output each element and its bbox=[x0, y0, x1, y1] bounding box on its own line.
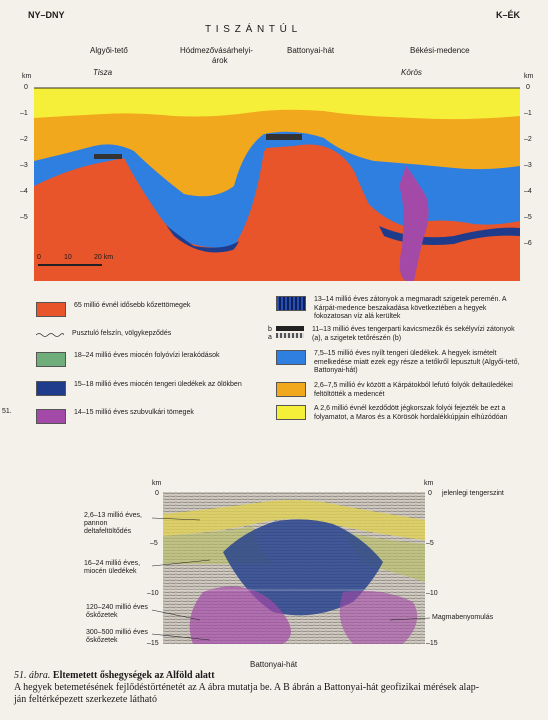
b-tick-left-5: –5 bbox=[150, 540, 158, 547]
legend-swatch bbox=[36, 409, 66, 424]
legend-text: 15–18 millió éves miocén tengeri üledéke… bbox=[74, 381, 242, 388]
legend-quaternary: A 2,6 millió évnél kezdődött jégkorszak … bbox=[276, 405, 526, 422]
b-tick-left-15: –15 bbox=[147, 640, 159, 647]
scale-20: 20 km bbox=[94, 254, 114, 261]
legend-gravel: b a 11–13 millió éves tengerparti kavics… bbox=[268, 326, 526, 343]
legend-swatch bbox=[36, 352, 66, 367]
legend-text: A 2,6 millió évnél kezdődött jégkorszak … bbox=[314, 405, 508, 421]
label-old-rocks-300: 300–500 millió éves őskőzetek bbox=[86, 629, 148, 644]
legend-swatch bbox=[276, 296, 306, 311]
b-tick-right-5: –5 bbox=[426, 540, 434, 547]
legend-swatch bbox=[36, 381, 66, 396]
place-battonyai: Battonyai-hát bbox=[287, 46, 335, 55]
b-unit-right: km bbox=[424, 480, 434, 487]
tick-right-4: –4 bbox=[524, 188, 532, 195]
legend-marine-miocene: 15–18 millió éves miocén tengeri üledéke… bbox=[36, 381, 246, 396]
b-tick-left-10: –10 bbox=[147, 590, 159, 597]
tick-left-0: 0 bbox=[24, 84, 28, 91]
legend-swatch bbox=[276, 350, 306, 365]
label-old-rocks-120: 120–240 millió éves őskőzetek bbox=[86, 604, 148, 619]
legend-swatch bbox=[36, 302, 66, 317]
b-tick-right-10: –10 bbox=[426, 590, 438, 597]
figure-number: 51. ábra. bbox=[14, 670, 51, 681]
legend-text: 7,5–15 millió éves nyílt tengeri üledéke… bbox=[314, 350, 520, 374]
legend-fluvial: 18–24 millió éves miocén folyóvízi lerak… bbox=[36, 352, 246, 367]
axis-unit-left: km bbox=[22, 73, 32, 80]
label-battonyai-hat: Battonyai-hát bbox=[250, 660, 298, 669]
legend-subvolcanic: 14–15 millió éves szubvulkári tömegek bbox=[36, 409, 246, 424]
direction-east-label: K–ÉK bbox=[496, 10, 521, 20]
axis-unit-right: km bbox=[524, 73, 534, 80]
tick-right-2: –2 bbox=[524, 136, 532, 143]
b-unit-left: km bbox=[152, 480, 162, 487]
mark-a: a bbox=[268, 334, 272, 341]
eroding-surface-symbol bbox=[36, 333, 64, 337]
basement-core bbox=[223, 519, 383, 616]
river-tisza: Tisza bbox=[93, 68, 113, 77]
label-pannon-delta: 2,6–13 millió éves, pannon deltafeltöltő… bbox=[84, 512, 142, 535]
legend-swatch bbox=[276, 405, 306, 420]
legend-text: 65 millió évnél idősebb kőzettömegek bbox=[74, 302, 191, 309]
quaternary-layer bbox=[34, 88, 520, 120]
b-tick-left-0: 0 bbox=[155, 490, 159, 497]
place-hodmezovasarhelyi: Hódmezővásárhelyi- bbox=[180, 46, 253, 55]
river-koros: Körös bbox=[401, 68, 422, 77]
magma-intrusion bbox=[189, 586, 291, 644]
scale-bar bbox=[38, 264, 102, 266]
mark-b: b bbox=[268, 326, 272, 333]
figure-title: Eltemetett őshegységek az Alföld alatt bbox=[52, 670, 215, 681]
legend-text: 13–14 millió éves zátonyok a megmaradt s… bbox=[314, 296, 507, 320]
legend-basement: 65 millió évnél idősebb kőzettömegek bbox=[36, 302, 246, 317]
legend-text: 14–15 millió éves szubvulkári tömegek bbox=[74, 409, 194, 416]
legend-text: 2,6–7,5 millió év között a Kárpátokból l… bbox=[314, 382, 513, 398]
legend-eroding-surface: Pusztuló felszín, völgykepződés bbox=[36, 330, 246, 340]
scale-0: 0 bbox=[37, 254, 41, 261]
figure-caption: 51. ábra. Eltemetett őshegységek az Alfö… bbox=[14, 670, 540, 706]
tick-right-5: –5 bbox=[524, 214, 532, 221]
legend-text: 11–13 millió éves tengerparti kavicsmező… bbox=[312, 326, 515, 342]
b-tick-right-0: 0 bbox=[428, 490, 432, 497]
side-number: 51. bbox=[2, 408, 12, 415]
scale-10: 10 bbox=[64, 254, 72, 261]
tick-left-4: –4 bbox=[20, 188, 28, 195]
tick-left-1: –1 bbox=[20, 110, 28, 117]
subvolcanic-mass bbox=[399, 166, 429, 281]
caption-line-2: A hegyek betemetésének fejlődéstörténeté… bbox=[14, 682, 480, 693]
legend-open-marine: 7,5–15 millió éves nyílt tengeri üledéke… bbox=[276, 350, 526, 376]
caption-line-3: ján feltérképezett szerkezete látható bbox=[14, 694, 157, 705]
legend-swatch: b a bbox=[268, 326, 304, 341]
tick-right-1: –1 bbox=[524, 110, 532, 117]
label-miocene: 16–24 millió éves, miocén üledékek bbox=[84, 560, 141, 575]
sea-level-label: jelenlegi tengerszint bbox=[442, 490, 504, 497]
direction-west-label: NY–DNY bbox=[28, 10, 65, 20]
tick-left-2: –2 bbox=[20, 136, 28, 143]
place-algyoi: Algyői-tető bbox=[90, 46, 128, 55]
tick-right-0: 0 bbox=[526, 84, 530, 91]
seismic-section bbox=[163, 492, 425, 644]
cross-section-diagram bbox=[34, 76, 520, 286]
place-arok: árok bbox=[212, 56, 228, 65]
delta-band bbox=[163, 500, 425, 540]
b-tick-right-15: –15 bbox=[426, 640, 438, 647]
legend-text: 18–24 millió éves miocén folyóvízi lerak… bbox=[74, 352, 220, 359]
legend-swatch bbox=[276, 382, 306, 397]
tick-left-5: –5 bbox=[20, 214, 28, 221]
label-magma: Magmabenyomulás bbox=[432, 614, 494, 621]
region-title: T I S Z Á N T Ú L bbox=[205, 24, 299, 35]
place-bekesi: Békési-medence bbox=[410, 46, 470, 55]
tick-left-3: –3 bbox=[20, 162, 28, 169]
leader-lines bbox=[151, 517, 431, 641]
tick-right-3: –3 bbox=[524, 162, 532, 169]
legend-delta: 2,6–7,5 millió év között a Kárpátokból l… bbox=[276, 382, 526, 399]
legend-text: Pusztuló felszín, völgykepződés bbox=[72, 330, 172, 337]
tick-right-6: –6 bbox=[524, 240, 532, 247]
legend-reefs: 13–14 millió éves zátonyok a megmaradt s… bbox=[276, 296, 526, 322]
